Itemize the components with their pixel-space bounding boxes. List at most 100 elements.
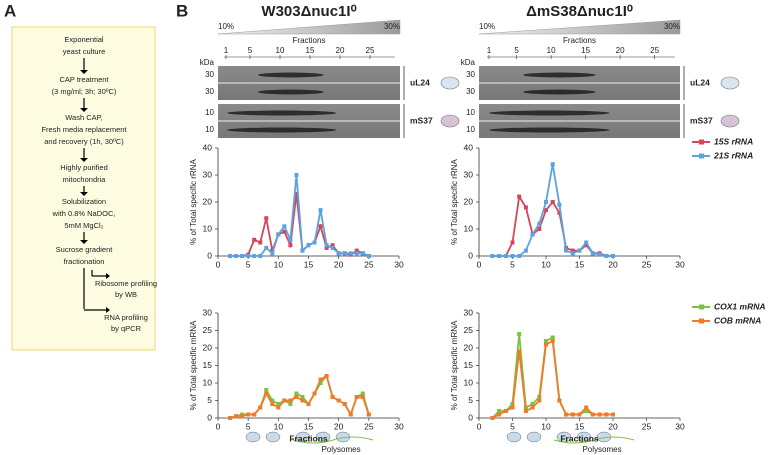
y-tick-label: 5 [207, 395, 212, 405]
x-tick-label: 20 [334, 259, 344, 269]
point [517, 332, 522, 336]
kda-marker: 10 [466, 125, 475, 134]
point [537, 221, 542, 226]
y-tick-label: 15 [464, 360, 474, 370]
point [497, 409, 502, 413]
point [288, 237, 293, 242]
legend-label: COB mRNA [714, 315, 761, 325]
branch-text: RNA profiling [104, 313, 148, 322]
point [240, 254, 245, 258]
y-tick-label: 20 [203, 196, 213, 206]
arrowhead [80, 70, 88, 74]
x-axis-label: Fractions [289, 433, 328, 443]
point [240, 414, 245, 419]
point [264, 388, 269, 392]
point [530, 402, 535, 406]
point [564, 248, 569, 253]
series-line [230, 174, 370, 257]
series-line [229, 374, 370, 419]
protein-icon [720, 76, 740, 90]
point [570, 412, 575, 417]
x-tick-label: 25 [642, 259, 652, 269]
point [584, 243, 589, 248]
point [348, 412, 353, 417]
fraction-tick: 20 [336, 46, 345, 55]
step-text: Exponential [64, 35, 104, 44]
point [246, 254, 251, 258]
x-tick-label: 5 [246, 259, 251, 269]
point [252, 254, 257, 258]
x-tick-label: 15 [575, 259, 585, 269]
point [497, 254, 502, 258]
point [584, 409, 589, 413]
arrowhead [106, 307, 110, 313]
point [557, 210, 562, 215]
point [537, 398, 542, 403]
point [336, 398, 341, 403]
y-tick-label: 10 [203, 377, 213, 387]
point [324, 243, 329, 248]
protein-icon [720, 114, 740, 128]
point [597, 252, 602, 257]
point [366, 412, 371, 417]
point [228, 416, 233, 420]
point [306, 243, 311, 248]
y-tick-label: 0 [468, 412, 473, 422]
fraction-tick: 25 [650, 46, 659, 55]
point [276, 405, 281, 410]
step-text: with 0.8% NaDOC, [52, 209, 116, 218]
x-tick-label: 10 [274, 421, 284, 431]
y-tick-label: 30 [464, 169, 474, 179]
blot-band [258, 72, 324, 78]
point [246, 412, 251, 417]
branch-text: by qPCR [111, 324, 142, 333]
point [577, 248, 582, 253]
point [258, 405, 263, 410]
blot-band [489, 110, 610, 116]
point [276, 402, 281, 406]
point [264, 216, 269, 221]
y-tick-label: 15 [203, 360, 213, 370]
y-tick-label: 30 [203, 169, 213, 179]
blot-name: mS37 [410, 115, 433, 125]
ribosome-icon [506, 431, 522, 443]
gradient-label: 10% [479, 22, 495, 31]
arrowhead [80, 240, 88, 244]
y-tick-label: 0 [468, 250, 473, 260]
x-tick-label: 10 [541, 421, 551, 431]
point [577, 412, 582, 417]
point [537, 227, 542, 231]
point [490, 254, 495, 258]
point [264, 391, 269, 396]
point [288, 243, 293, 248]
blot-name: uL24 [410, 77, 430, 87]
point [252, 412, 257, 417]
point [517, 254, 522, 258]
point [300, 248, 305, 253]
point [611, 412, 615, 417]
polysomes-label: Polysomes [582, 445, 621, 454]
x-tick-label: 0 [477, 259, 482, 269]
ribosome-icon [245, 431, 261, 443]
point [497, 412, 502, 417]
gradient-label: 10% [218, 22, 234, 31]
blot-band [227, 127, 337, 133]
point [282, 398, 287, 403]
branch-text: Ribosome profiling [95, 279, 157, 288]
column-title: W303Δnuc1I⁰ [261, 3, 356, 20]
point [294, 191, 299, 196]
point [354, 251, 359, 256]
point [282, 229, 287, 234]
x-tick-label: 30 [675, 421, 685, 431]
point [336, 251, 341, 256]
y-tick-label: 10 [464, 377, 474, 387]
blot-band [523, 89, 596, 95]
point [604, 254, 609, 258]
y-tick-label: 20 [203, 342, 213, 352]
x-tick-label: 25 [364, 259, 374, 269]
point [550, 339, 555, 343]
point [523, 248, 528, 253]
arrowhead [80, 108, 88, 112]
ribosome-icon [526, 431, 542, 443]
point [324, 245, 329, 250]
